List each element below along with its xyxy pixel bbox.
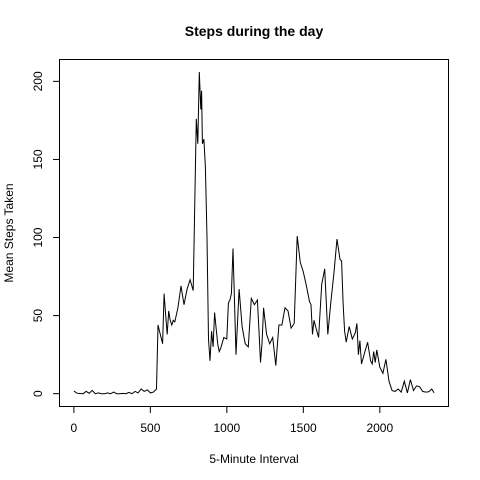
plot-frame [59,59,449,407]
x-tick-label: 1000 [213,421,240,435]
x-tick-label: 500 [140,421,160,435]
chart-title: Steps during the day [185,23,324,39]
y-tick-label: 0 [31,390,45,397]
y-tick-label: 100 [31,227,45,247]
x-axis-label: 5-Minute Interval [209,452,298,466]
y-axis-label: Mean Steps Taken [2,183,16,282]
series-line [73,71,435,395]
x-axis: 0 500 1000 1500 2000 [71,406,393,435]
x-tick-label: 1500 [290,421,317,435]
x-tick-label: 0 [71,421,78,435]
y-axis: 0 50 100 150 200 [31,71,60,397]
y-tick-label: 150 [31,149,45,169]
x-tick-label: 2000 [366,421,393,435]
y-tick-label: 200 [31,71,45,91]
y-tick-label: 50 [31,309,45,323]
